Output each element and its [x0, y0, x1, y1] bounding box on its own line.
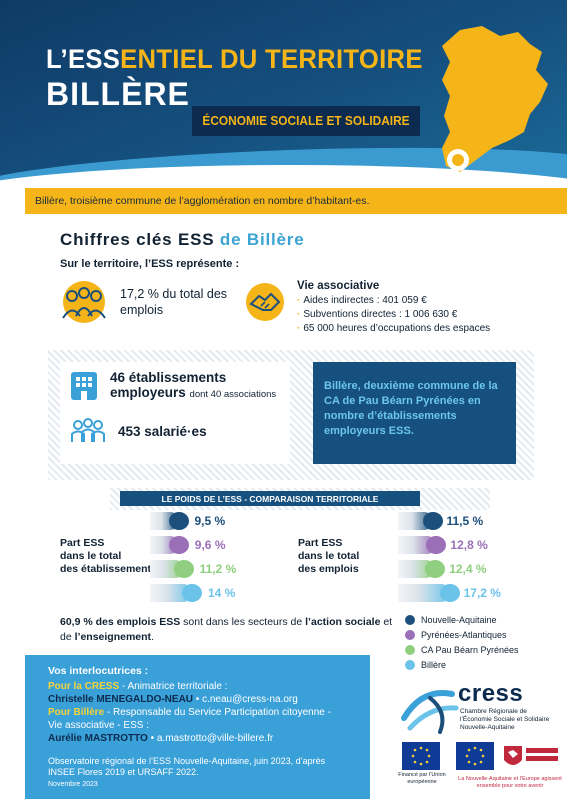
chart-bar-end	[182, 584, 202, 602]
chart-bar-end	[168, 512, 189, 530]
chart-bar-value: 17,2 %	[463, 586, 501, 600]
subtitle: ÉCONOMIE SOCIALE ET SOLIDAIRE	[192, 106, 420, 136]
legend-dot-icon	[405, 614, 415, 625]
chart-bar-value: 14 %	[208, 586, 236, 600]
legend-dot-icon	[405, 629, 415, 640]
page-title: L’ESSENTIEL DU TERRITOIRE	[46, 44, 423, 74]
chart-bar-value: 9,6 %	[194, 538, 226, 552]
chart-bar-value: 12,4 %	[449, 562, 487, 576]
chart-bar-end	[422, 512, 443, 530]
contacts-panel	[25, 655, 370, 799]
town-name: BILLÈRE	[46, 76, 190, 112]
employees-count: 453 salarié·es	[118, 423, 207, 439]
comparison-title: LE POIDS DE L’ESS - COMPARAISON TERRITOR…	[120, 491, 420, 506]
eu-flag-icon	[402, 742, 440, 770]
territory-intro: Sur le territoire, l’ESS représente :	[60, 258, 240, 270]
chart-bar-value: 11,2 %	[199, 562, 237, 576]
chart-bar-end	[173, 560, 194, 578]
billere-email-link[interactable]: • a.mastrotto@ville-billere.fr	[147, 733, 274, 744]
chart-bar-end	[168, 536, 189, 554]
employees-stat: 453 salarié·es	[70, 418, 207, 444]
legend-item: Nouvelle-Aquitaine	[405, 614, 519, 625]
nouvelle-aquitaine-text: La Nouvelle-Aquitaine et l’Europe agisse…	[458, 776, 562, 789]
establishments-count: 46 établissements	[110, 370, 227, 385]
chart-bar-end	[439, 584, 460, 602]
cress-logo-text: cress	[458, 680, 524, 707]
legend-item: Pyrénées-Atlantiques	[405, 629, 519, 640]
vie-item-subventions: · Subventions directes : 1 006 630 €	[297, 309, 458, 320]
legend-item: Billère	[405, 659, 519, 670]
chart-right-label: Part ESS dans le total des emplois	[298, 537, 360, 575]
key-figures-title: Chiffres clés ESS de Billère	[60, 230, 305, 249]
source-note: Observatoire régional de l’ESS Nouvelle-…	[48, 756, 326, 777]
legend-dot-icon	[405, 659, 415, 670]
handshake-icon	[246, 283, 284, 321]
cress-email-link[interactable]: • c.neau@cress-na.org	[193, 694, 298, 705]
chart-bar-value: 9,5 %	[194, 514, 226, 528]
eu-flag-icon-2	[456, 742, 494, 770]
jobs-stat: 17,2 % du total des emplois	[58, 280, 230, 324]
chart-bar-end	[425, 560, 446, 578]
establishments-card	[60, 362, 290, 464]
cress-subtitle: Chambre Régionale de l’Économie Sociale …	[460, 708, 550, 731]
intro-banner: Billère, troisième commune de l’agglomér…	[25, 188, 567, 214]
vie-item-aides: · Aides indirectes : 401 059 €	[297, 295, 427, 306]
legend-dot-icon	[405, 644, 415, 655]
associative-life: Vie associative · Aides indirectes : 401 …	[243, 280, 490, 336]
legend-item: CA Pau Béarn Pyrénées	[405, 644, 519, 655]
contacts: Vos interlocutrices : Pour la CRESS - An…	[48, 665, 331, 744]
chart-bar-end	[426, 536, 447, 554]
chart-bar-value: 12,8 %	[450, 538, 488, 552]
chart-bar	[150, 584, 192, 602]
chart-left-label: Part ESS dans le total des établissement…	[60, 537, 157, 575]
cress-logo-icon	[401, 690, 459, 734]
eu-caption: Financé par l’Union européenne	[398, 772, 446, 785]
chart-bar	[398, 584, 450, 602]
establishments-employers: employeurs dont 40 associations	[110, 385, 277, 400]
jobs-share-text: 17,2 % du total des emplois	[120, 287, 228, 317]
associative-life-title: Vie associative	[297, 280, 380, 292]
ranking-card: Billère, deuxième commune de la CA de Pa…	[313, 362, 516, 464]
people-group-icon	[62, 281, 106, 323]
chart-bar-value: 11,5 %	[446, 514, 484, 528]
chart-legend: Nouvelle-Aquitaine Pyrénées-Atlantiques …	[405, 614, 519, 674]
vie-item-heures: · 65 000 heures d’occupations des espaces	[297, 323, 491, 334]
building-icon	[71, 372, 97, 400]
nouvelle-aquitaine-logo-icon	[504, 746, 558, 765]
header-wave-white	[0, 165, 567, 185]
region-map-icon	[442, 26, 548, 172]
publication-date: Novembre 2023	[48, 781, 98, 788]
establishments-stat: 46 établissements employeurs dont 40 ass…	[70, 370, 276, 402]
employees-icon	[71, 418, 105, 442]
sectors-note: 60,9 % des emplois ESS sont dans les sec…	[60, 616, 393, 643]
